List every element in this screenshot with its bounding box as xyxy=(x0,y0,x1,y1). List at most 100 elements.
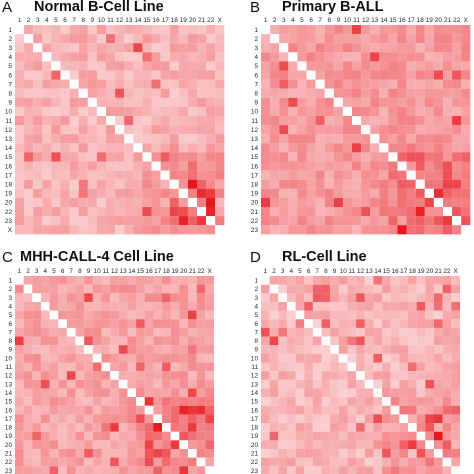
heatmap-cell xyxy=(388,116,398,126)
heatmap-cell xyxy=(66,388,76,398)
heatmap-cell xyxy=(370,97,380,107)
heatmap-cell xyxy=(23,319,33,328)
heatmap-cell xyxy=(352,34,362,44)
heatmap-cell xyxy=(118,431,128,441)
heatmap-cell xyxy=(451,336,460,346)
heatmap-cell xyxy=(127,431,137,441)
heatmap-cell xyxy=(338,284,348,294)
heatmap-cell xyxy=(205,319,214,328)
heatmap-cell xyxy=(261,414,270,424)
heatmap-cell xyxy=(416,327,426,337)
heatmap-cell xyxy=(58,405,67,415)
heatmap-cell xyxy=(196,405,206,415)
x-tick-label: 3 xyxy=(281,268,285,275)
diagonal-cell xyxy=(215,225,225,235)
heatmap-cell xyxy=(261,179,271,189)
heatmap-cell xyxy=(66,345,76,354)
heatmap-cell xyxy=(92,319,102,328)
heatmap-cell xyxy=(443,197,453,208)
heatmap-cell xyxy=(205,336,214,346)
heatmap-cell xyxy=(196,293,206,302)
heatmap-cell xyxy=(461,88,471,98)
heatmap-cell xyxy=(269,345,279,354)
heatmap-cell xyxy=(215,197,225,208)
heatmap-cell xyxy=(87,106,97,117)
heatmap-cell xyxy=(60,79,70,89)
heatmap-cell xyxy=(49,397,59,406)
diagonal-cell xyxy=(261,25,271,35)
heatmap-cell xyxy=(433,207,444,217)
heatmap-cell xyxy=(379,188,389,198)
heatmap-cell xyxy=(196,310,206,320)
x-tick-label: 21 xyxy=(444,17,452,24)
heatmap-cell xyxy=(115,43,125,53)
heatmap-cell xyxy=(270,207,280,217)
heatmap-cell xyxy=(32,327,41,337)
heatmap-cell xyxy=(356,431,365,441)
y-tick-label: 16 xyxy=(251,163,259,170)
heatmap-cell xyxy=(92,371,102,380)
heatmap-cell xyxy=(205,405,214,415)
x-tick-label: 18 xyxy=(409,268,417,275)
heatmap-cell xyxy=(118,336,128,346)
heatmap-cell xyxy=(84,284,93,294)
heatmap-cell xyxy=(342,143,353,153)
heatmap-cell xyxy=(269,466,279,474)
heatmap-cell xyxy=(197,188,207,198)
x-tick-label: 7 xyxy=(318,17,322,24)
heatmap-cell xyxy=(304,379,313,389)
heatmap-cell xyxy=(342,197,353,208)
heatmap-cell xyxy=(84,371,93,380)
heatmap-cell xyxy=(312,284,322,294)
heatmap-cell xyxy=(101,353,111,363)
heatmap-cell xyxy=(124,125,134,135)
heatmap-cell xyxy=(69,106,79,117)
heatmap-cell xyxy=(373,414,383,424)
y-tick-label: 22 xyxy=(5,459,13,466)
heatmap-cell xyxy=(434,353,443,363)
x-tick-label: 15 xyxy=(143,17,151,24)
heatmap-cell xyxy=(443,34,453,44)
heatmap-cell xyxy=(33,116,43,126)
heatmap-cell xyxy=(69,207,79,217)
heatmap-cell xyxy=(75,276,85,285)
heatmap-cell xyxy=(58,449,67,458)
heatmap-cell xyxy=(297,125,307,135)
heatmap-cell xyxy=(66,431,76,441)
heatmap-cell xyxy=(160,188,170,198)
y-tick-label: 18 xyxy=(5,181,13,188)
diagonal-cell xyxy=(169,179,179,189)
heatmap-cell xyxy=(110,466,119,474)
x-tick-label: 3 xyxy=(36,17,40,24)
heatmap-cell xyxy=(151,170,161,180)
heatmap-cell xyxy=(442,284,452,294)
heatmap-cell xyxy=(160,197,170,208)
heatmap-cell xyxy=(142,79,152,89)
heatmap-cell xyxy=(443,179,453,189)
heatmap-cell xyxy=(338,319,348,328)
diagonal-cell xyxy=(306,70,316,80)
heatmap-cell xyxy=(32,423,41,432)
heatmap-cell xyxy=(388,79,398,89)
heatmap-cell xyxy=(162,293,171,302)
heatmap-cell xyxy=(127,379,137,389)
heatmap-cell xyxy=(205,414,214,424)
x-tick-label: 2 xyxy=(273,17,277,24)
heatmap-cell xyxy=(390,388,400,398)
heatmap-cell xyxy=(433,225,444,235)
heatmap-cell xyxy=(443,143,453,153)
heatmap-cell xyxy=(399,301,409,311)
heatmap-cell xyxy=(370,70,380,80)
heatmap-cell xyxy=(127,310,137,320)
heatmap-cell xyxy=(288,179,298,189)
heatmap-cell xyxy=(315,106,325,117)
heatmap-cell xyxy=(215,97,225,107)
heatmap-cell xyxy=(399,388,409,398)
heatmap-cell xyxy=(312,397,322,406)
heatmap-cell xyxy=(84,336,93,346)
heatmap-cell xyxy=(15,353,24,363)
heatmap-cell xyxy=(136,362,145,372)
heatmap-cell xyxy=(178,70,188,80)
heatmap-cell xyxy=(160,134,170,144)
heatmap-cell xyxy=(382,423,391,432)
